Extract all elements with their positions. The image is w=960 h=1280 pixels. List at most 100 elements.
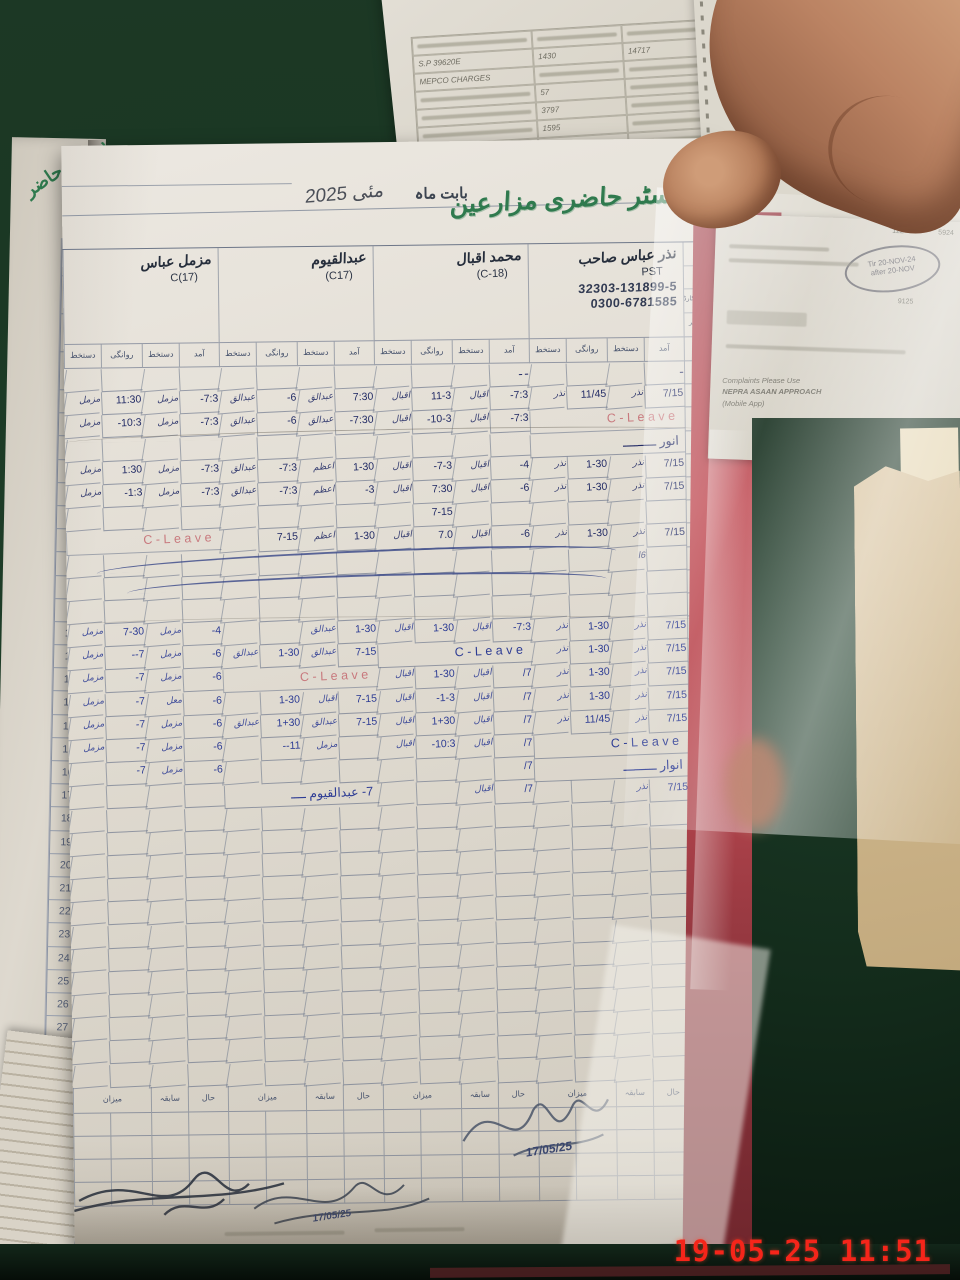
handwritten-entry: ـ ـ (488, 362, 530, 388)
grid-cell (73, 1113, 111, 1137)
handwritten-entry: نذر (606, 453, 648, 480)
grid-cell (646, 569, 688, 595)
subcolumn-header: دستخط (451, 339, 489, 365)
footer-label: سابقہ (305, 1084, 344, 1111)
nepra-line: (Mobile App) (722, 398, 765, 408)
grid-cell (532, 801, 574, 829)
grid-cell (495, 942, 537, 968)
grid-cell (340, 967, 383, 993)
grid-cell (221, 689, 262, 717)
grid-cell (260, 805, 304, 832)
leave-entry: 7- عبدالقیوم ــــ (223, 780, 380, 810)
grid-cell (610, 800, 652, 828)
handwritten-entry: 7/ (493, 779, 535, 806)
grid-cell (222, 805, 264, 833)
handwritten-entry: 7-- (104, 645, 147, 671)
date-stamp: Tir 20-NOV-24 after 20-NOV (842, 240, 943, 298)
grid-cell (416, 873, 459, 899)
handwritten-entry: 7:30 (333, 387, 375, 413)
handwritten-entry: 7- (104, 715, 147, 741)
grid-cell (417, 966, 461, 992)
footer-label: میزان (382, 1083, 462, 1110)
handwritten-entry: اعظم (297, 526, 338, 554)
grid-cell (102, 506, 145, 532)
grid-cell (383, 1109, 421, 1134)
handwritten-entry: اقبال (455, 779, 497, 807)
camera-timestamp: 19-05-25 11:51 (673, 1234, 932, 1268)
grid-cell (184, 876, 226, 902)
grid-cell (224, 921, 265, 949)
handwritten-entry: 7/15 (646, 638, 689, 664)
leave-entry: C-Leave (65, 527, 222, 557)
subcolumn-header: آمد (178, 343, 219, 368)
handwritten-entry: عبدالق (221, 712, 263, 740)
handwritten-entry: اقبال (375, 664, 417, 692)
grid-cell (455, 802, 497, 830)
handwritten-entry: 1-3- (414, 688, 457, 714)
grid-cell (225, 1037, 267, 1065)
handwritten-entry: 10:3- (101, 413, 144, 439)
handwritten-entry: مزمل (63, 459, 105, 487)
grid-cell (145, 806, 187, 834)
handwritten-entry: اقبال (376, 711, 418, 738)
illegible-text-smudge (729, 244, 830, 252)
grid-cell (107, 946, 150, 973)
handwritten-entry: 11:30 (100, 390, 143, 416)
grid-cell (109, 1062, 152, 1088)
handwritten-entry: 6- (182, 714, 224, 740)
handwritten-entry: 1+30 (259, 713, 302, 739)
grid-cell (649, 824, 691, 850)
handwritten-entry: مزمل (143, 667, 185, 695)
footer-label: حال (342, 1083, 384, 1111)
grid-cell (451, 431, 492, 459)
grid-cell (67, 784, 109, 812)
grid-cell (219, 527, 260, 555)
grid-cell (611, 893, 653, 921)
handwritten-entry: نذر (531, 685, 572, 713)
grid-cell (341, 1013, 383, 1039)
grid-cell (262, 968, 306, 994)
grid-cell (184, 830, 226, 856)
grid-cell (105, 807, 149, 833)
handwritten-entry: مزمل (65, 668, 107, 696)
handwritten-entry: 7-15 (412, 502, 455, 528)
grid-cell (145, 829, 187, 857)
grid-cell (570, 802, 614, 828)
handwritten-entry: 7-15 (337, 689, 379, 715)
grid-cell (264, 1061, 307, 1087)
grid-cell (417, 919, 460, 946)
handwritten-entry: 7/ (492, 664, 534, 690)
handwritten-entry: 7- (105, 738, 148, 764)
handwritten-entry: ـ (643, 360, 685, 386)
grid-cell (145, 783, 187, 811)
grid-cell (302, 920, 343, 948)
grid-cell (572, 918, 615, 944)
grid-cell (178, 366, 220, 392)
handwritten-entry: اقبال (454, 710, 496, 737)
handwritten-entry: اقبال (454, 686, 495, 714)
grid-cell (571, 848, 614, 874)
grid-cell (650, 893, 692, 920)
grid-cell (301, 897, 343, 925)
handwritten-entry: 7- (104, 691, 147, 718)
grid-cell (494, 849, 536, 875)
grid-cell (225, 1060, 267, 1088)
register-page: رجسٹر حاضری مزارعین بابت ماہ مئی 2025 نا… (61, 138, 723, 1251)
handwritten-entry: مزمل (66, 691, 107, 719)
grid-cell (151, 1112, 189, 1136)
grid-cell (183, 806, 226, 832)
illegible-text-smudge (725, 344, 906, 355)
handwritten-entry: 1-30 (334, 457, 376, 483)
grid-cell (568, 593, 611, 619)
month-row: بابت ماہ مئی 2025 (108, 180, 468, 208)
grid-cell (260, 759, 303, 785)
grid-cell (572, 894, 615, 921)
grid-cell (223, 898, 265, 926)
handwritten-entry: 7/15 (644, 453, 686, 479)
grid-cell (335, 503, 377, 529)
grid-cell (69, 946, 111, 974)
handwritten-entry: 6- (182, 667, 224, 693)
grid-cell (146, 899, 188, 926)
grid-cell (185, 922, 227, 948)
grid-cell (383, 1132, 421, 1157)
